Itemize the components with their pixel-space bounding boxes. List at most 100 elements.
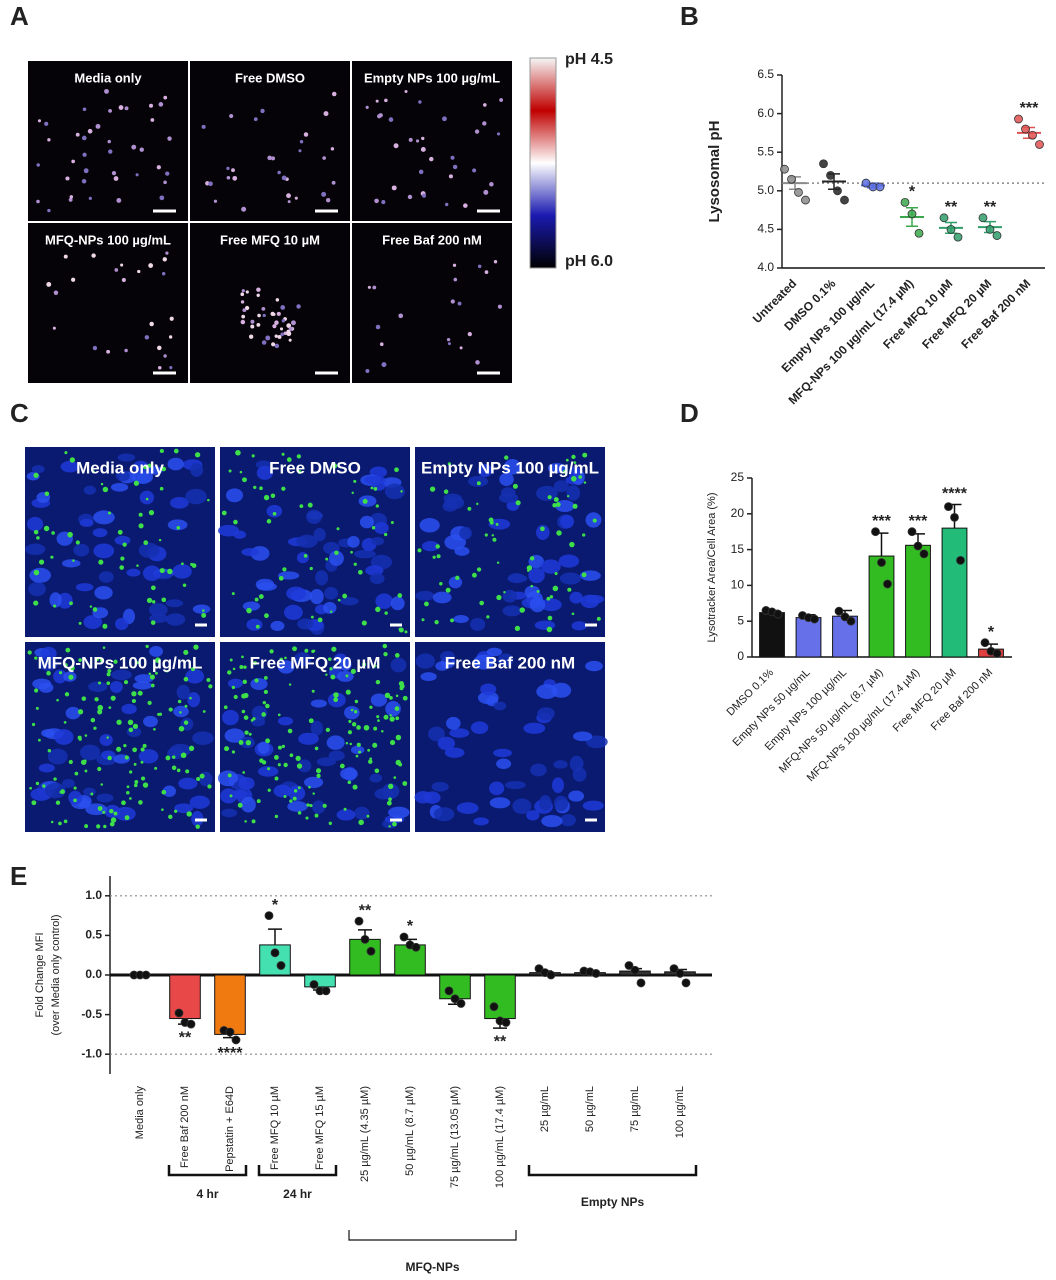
- nucleus: [241, 548, 260, 557]
- lysosome: [161, 597, 167, 603]
- cell-dot: [82, 107, 87, 112]
- lysosome: [384, 611, 388, 615]
- lysosome: [227, 773, 232, 778]
- lysosome: [161, 466, 167, 472]
- lysosome: [486, 615, 490, 619]
- bar: [484, 974, 516, 1020]
- lysosome: [392, 821, 397, 827]
- lysosome: [168, 814, 173, 820]
- lysosome: [377, 719, 380, 722]
- lysosome: [147, 700, 152, 705]
- lysosome: [165, 755, 171, 761]
- x-tick-label: 100 µg/mL: [674, 1086, 686, 1138]
- lysosome: [316, 773, 321, 778]
- lysosome: [34, 688, 39, 693]
- nucleus: [498, 492, 519, 504]
- x-tick-label: Free Baf 200 nM: [929, 667, 995, 733]
- panel-letter: E: [10, 861, 27, 891]
- cell-dot: [391, 185, 397, 191]
- lysosome: [229, 658, 233, 662]
- lysosome: [126, 790, 130, 795]
- lysosome: [571, 612, 575, 616]
- nucleus: [572, 731, 593, 742]
- nucleus: [504, 459, 521, 475]
- lysosome: [316, 768, 322, 774]
- lysosome: [436, 554, 441, 559]
- nucleus: [536, 485, 558, 501]
- lysosome: [383, 714, 389, 720]
- lysosome: [138, 512, 143, 517]
- nucleus: [449, 728, 470, 738]
- nucleus: [480, 683, 497, 696]
- lysosome: [563, 469, 568, 474]
- lysosome: [573, 461, 577, 464]
- nucleus: [340, 767, 358, 781]
- cell-dot: [256, 322, 261, 327]
- nucleus: [83, 615, 103, 630]
- data-point: [225, 1027, 235, 1037]
- lysosome: [383, 532, 388, 537]
- cell-dot: [91, 253, 96, 258]
- lysosome: [35, 706, 39, 710]
- nucleus: [266, 504, 283, 518]
- data-point: [992, 231, 1002, 240]
- nucleus: [454, 546, 470, 556]
- nucleus: [192, 604, 211, 614]
- lysosome: [167, 568, 173, 575]
- nucleus: [437, 736, 456, 751]
- nucleus: [540, 559, 561, 574]
- lysosome: [193, 644, 199, 650]
- cell-dot: [452, 263, 457, 267]
- lysosome: [292, 646, 297, 652]
- lysosome: [376, 715, 380, 719]
- cell-dot: [163, 354, 167, 358]
- nucleus: [493, 748, 512, 758]
- nucleus: [49, 592, 62, 608]
- cell-dot: [274, 334, 278, 338]
- cell-dot: [111, 171, 117, 176]
- data-point: [366, 946, 376, 956]
- nucleus: [92, 528, 108, 538]
- lysosome: [356, 742, 361, 747]
- lysosome: [255, 624, 260, 629]
- cell-dot: [107, 139, 111, 144]
- lysosome: [250, 719, 254, 722]
- lysosome: [547, 615, 553, 621]
- y-tick-label: 0: [737, 649, 744, 663]
- lysosome: [348, 719, 352, 724]
- lysosome: [384, 692, 391, 699]
- lysosome: [331, 463, 338, 469]
- lysosome: [582, 452, 588, 458]
- nucleus: [502, 605, 522, 617]
- cell-dot: [280, 332, 284, 337]
- lysosome: [261, 712, 266, 717]
- nucleus: [339, 658, 352, 671]
- nucleus: [138, 542, 160, 558]
- nucleus: [488, 518, 511, 530]
- data-point: [669, 964, 679, 974]
- lysosome: [142, 743, 147, 748]
- lysosome: [386, 800, 392, 806]
- lysosome: [133, 762, 137, 766]
- lysosome: [395, 694, 399, 698]
- bar: [759, 612, 785, 658]
- cell-dot: [374, 198, 379, 204]
- group-label: 24 hr: [283, 1187, 312, 1201]
- nucleus: [459, 526, 473, 540]
- y-tick-label: 1.0: [85, 888, 102, 902]
- nucleus: [250, 677, 268, 690]
- lysosome: [256, 799, 261, 804]
- cell-dot: [150, 118, 155, 122]
- data-point: [1028, 130, 1037, 140]
- cell-dot: [446, 337, 451, 342]
- nucleus: [354, 549, 376, 559]
- cell-dot: [106, 349, 111, 354]
- lysosome: [223, 705, 228, 710]
- cell-dot: [226, 175, 231, 180]
- nucleus: [315, 570, 329, 586]
- cell-dot: [71, 277, 76, 282]
- lysosome: [582, 533, 586, 537]
- data-point: [354, 916, 364, 926]
- cell-dot: [330, 147, 335, 151]
- tile-label: Free Baf 200 nM: [382, 232, 482, 247]
